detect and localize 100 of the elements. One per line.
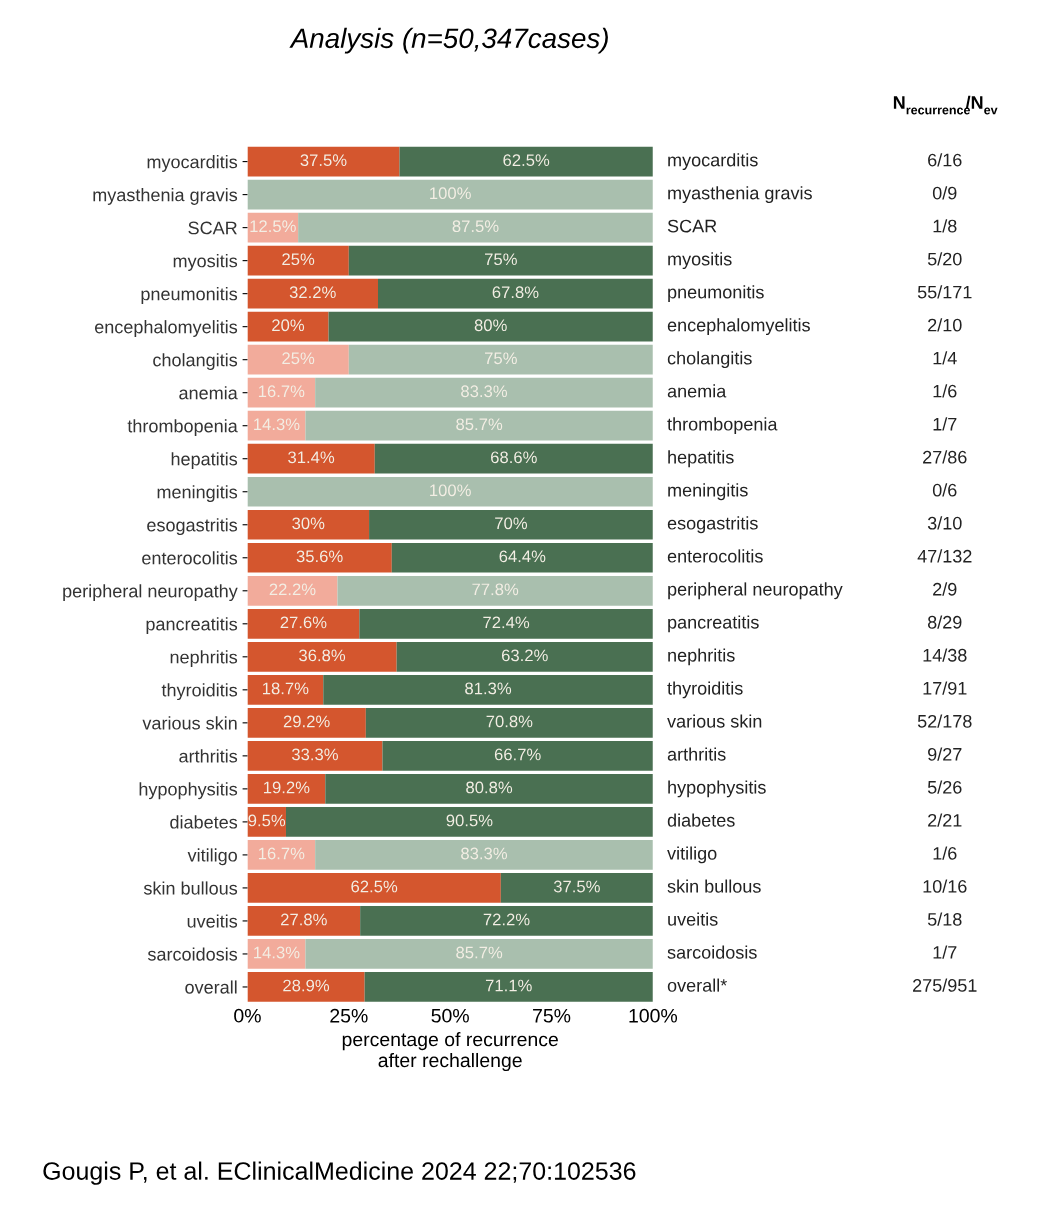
y-tick-label: sarcoidosis bbox=[667, 945, 757, 959]
data-label: 14.3% bbox=[254, 946, 300, 959]
y2-tick-label: encephalomyelitis bbox=[94, 320, 238, 337]
y-tick-label: enterocolitis bbox=[667, 549, 763, 563]
bar bbox=[328, 311, 653, 342]
text: 8/29 bbox=[927, 615, 962, 629]
y2-tick-label: hypophysitis bbox=[139, 782, 238, 800]
data-label: 32.2% bbox=[289, 286, 336, 299]
data-label: 75% bbox=[485, 352, 517, 365]
bar bbox=[247, 377, 316, 408]
y2-tick-label: myositis bbox=[173, 254, 238, 271]
text: 1/4 bbox=[933, 351, 957, 365]
bar bbox=[382, 741, 653, 771]
text: Nrecurrence/Nev bbox=[893, 95, 998, 115]
bar bbox=[391, 542, 653, 573]
text: 5/18 bbox=[927, 912, 962, 926]
text: 2/9 bbox=[933, 582, 957, 596]
text: 5/20 bbox=[927, 252, 962, 266]
text: 1/7 bbox=[933, 945, 957, 959]
bar bbox=[323, 674, 653, 705]
data-label: 20% bbox=[272, 319, 305, 332]
x-axis-title: percentage of recurrence after rechallenge bbox=[342, 1032, 558, 1072]
y-tick-label: nephritis bbox=[668, 648, 735, 666]
bar bbox=[247, 774, 326, 804]
text: 3/10 bbox=[927, 516, 962, 530]
data-label: 64.4% bbox=[499, 550, 546, 563]
data-label: 9.5% bbox=[248, 814, 286, 827]
y-tick-label: thyroiditis bbox=[667, 681, 743, 699]
x-tick-label: 75% bbox=[533, 1008, 571, 1023]
bar bbox=[374, 443, 653, 474]
data-label: 70% bbox=[495, 517, 528, 530]
y2-tick-label: uveitis bbox=[187, 914, 238, 928]
data-label: 100% bbox=[430, 187, 471, 200]
data-label: 81.3% bbox=[465, 682, 512, 695]
y-tick-label: anemia bbox=[667, 384, 727, 398]
bar bbox=[360, 906, 653, 936]
data-label: 22.2% bbox=[269, 583, 316, 596]
text: 1/6 bbox=[933, 846, 957, 860]
y2-tick-label: peripheral neuropathy bbox=[63, 584, 238, 602]
data-label: 18.7% bbox=[263, 682, 309, 695]
data-label: 66.7% bbox=[494, 748, 541, 761]
data-label: 75% bbox=[485, 253, 517, 266]
y2-tick-label: myocarditis bbox=[147, 155, 238, 172]
bar bbox=[305, 410, 653, 441]
y-tick-label: pneumonitis bbox=[668, 285, 764, 303]
data-label: 19.2% bbox=[264, 781, 310, 794]
data-label: 72.2% bbox=[483, 913, 530, 926]
text: 0/9 bbox=[932, 186, 957, 200]
bar bbox=[247, 542, 392, 573]
bar bbox=[396, 641, 653, 672]
text: 6/16 bbox=[928, 153, 962, 167]
y-tick-label: overall bbox=[185, 980, 237, 994]
y-tick-label: diabetes bbox=[667, 813, 735, 827]
x-tick-label: 0% bbox=[234, 1008, 261, 1023]
bar bbox=[247, 278, 378, 309]
data-label: 68.6% bbox=[491, 451, 537, 464]
bar bbox=[247, 840, 316, 870]
data-label: 27.8% bbox=[281, 913, 327, 926]
text: 1/6 bbox=[933, 384, 957, 398]
data-label: 31.4% bbox=[288, 451, 335, 464]
y2-tick-label: sarcoidosis bbox=[147, 947, 238, 961]
text: 27/86 bbox=[923, 450, 967, 464]
y-tick-label: various skin bbox=[667, 714, 762, 728]
y-tick-label: hypophysitis bbox=[668, 780, 766, 798]
bar bbox=[247, 344, 349, 375]
bar bbox=[247, 575, 338, 606]
data-label: 67.8% bbox=[492, 286, 539, 299]
y2-tick-label: arthritis bbox=[179, 749, 238, 763]
data-label: 35.6% bbox=[296, 550, 343, 563]
y2-tick-label: enterocolitis bbox=[142, 551, 238, 565]
bar bbox=[247, 674, 324, 705]
y2-tick-label: cholangitis bbox=[153, 353, 238, 370]
y-tick-label: arthritis bbox=[667, 747, 726, 761]
data-label: 83.3% bbox=[461, 847, 508, 860]
data-label: 77.8% bbox=[472, 583, 519, 596]
text: 47/132 bbox=[917, 549, 972, 563]
y-tick-label: thrombopenia bbox=[667, 417, 778, 435]
data-label: 63.2% bbox=[501, 649, 548, 662]
data-label: 83.3% bbox=[461, 385, 508, 398]
text: Gougis P, et al. EClinicalMedicine 2024 22;70:102536 bbox=[43, 1161, 636, 1185]
y2-tick-label: pancreatitis bbox=[146, 617, 238, 635]
bar bbox=[500, 873, 653, 903]
data-label: 80.8% bbox=[466, 781, 513, 794]
data-label: 70.8% bbox=[486, 715, 533, 728]
bar bbox=[247, 972, 365, 1002]
bar bbox=[315, 377, 653, 408]
text: 1/7 bbox=[933, 417, 957, 431]
text: 55/171 bbox=[917, 285, 972, 299]
data-label: 25% bbox=[282, 352, 315, 365]
y2-tick-label: pneumonitis bbox=[141, 287, 238, 304]
data-label: 27.6% bbox=[280, 616, 327, 629]
bar bbox=[247, 509, 370, 540]
y2-tick-label: thrombopenia bbox=[127, 419, 238, 436]
text: 5/26 bbox=[927, 780, 962, 794]
bar bbox=[359, 608, 653, 639]
text: 10/16 bbox=[923, 879, 967, 893]
data-label: 100% bbox=[430, 484, 471, 497]
x-tick-label: 50% bbox=[431, 1008, 469, 1023]
data-label: 37.5% bbox=[300, 154, 347, 167]
text: 17/91 bbox=[923, 681, 967, 695]
